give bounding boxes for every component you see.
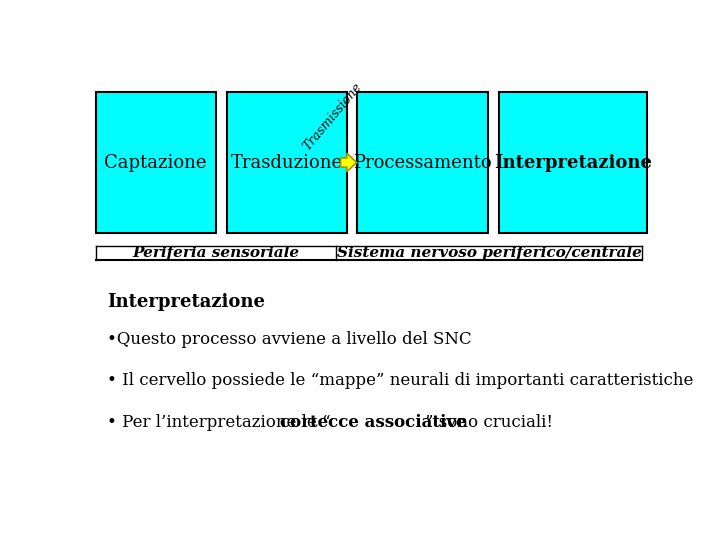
Text: Captazione: Captazione <box>104 153 207 172</box>
Bar <box>96 92 215 233</box>
Text: • Per l’interpretazione le “: • Per l’interpretazione le “ <box>107 414 330 431</box>
Text: Trasduzione: Trasduzione <box>230 153 343 172</box>
Text: Processamento: Processamento <box>353 153 492 172</box>
Text: Interpretazione: Interpretazione <box>107 293 265 311</box>
Text: Trasmissione: Trasmissione <box>301 80 364 153</box>
Text: ” sono cruciali!: ” sono cruciali! <box>425 414 553 431</box>
Text: • Il cervello possiede le “mappe” neurali di importanti caratteristiche: • Il cervello possiede le “mappe” neural… <box>107 372 693 389</box>
Text: cortecce associative: cortecce associative <box>280 414 467 431</box>
Text: •Questo processo avviene a livello del SNC: •Questo processo avviene a livello del S… <box>107 330 472 348</box>
Bar <box>356 92 488 233</box>
FancyArrow shape <box>341 153 356 172</box>
Text: :: : <box>198 293 204 311</box>
Text: Sistema nervoso periferico/centrale: Sistema nervoso periferico/centrale <box>336 246 642 260</box>
Bar <box>227 92 347 233</box>
Text: Periferia sensoriale: Periferia sensoriale <box>132 246 299 260</box>
Text: Interpretazione: Interpretazione <box>494 153 652 172</box>
Bar <box>499 92 647 233</box>
